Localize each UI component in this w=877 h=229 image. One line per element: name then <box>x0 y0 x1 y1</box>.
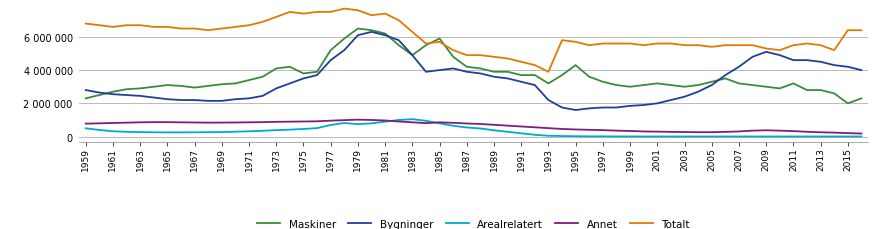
Annet <box>257 121 267 124</box>
Arealrelatert <box>856 136 866 138</box>
Annet <box>829 132 839 134</box>
Annet <box>81 123 91 125</box>
Arealrelatert <box>829 136 839 138</box>
Bygninger <box>271 88 282 90</box>
Arealrelatert <box>638 136 649 138</box>
Maskiner <box>666 84 676 87</box>
Annet <box>666 131 676 134</box>
Arealrelatert <box>407 118 417 121</box>
Bygninger <box>624 105 635 108</box>
Annet <box>611 130 622 132</box>
Maskiner <box>271 68 282 71</box>
Bygninger <box>680 96 690 99</box>
Maskiner <box>611 84 622 87</box>
Annet <box>271 121 282 124</box>
Maskiner <box>747 84 758 87</box>
Bygninger <box>367 31 377 34</box>
Totalt <box>81 23 91 26</box>
Line: Totalt: Totalt <box>86 10 861 72</box>
Maskiner <box>856 98 866 100</box>
Line: Bygninger: Bygninger <box>86 33 861 111</box>
Legend: Maskiner, Bygninger, Arealrelatert, Annet, Totalt: Maskiner, Bygninger, Arealrelatert, Anne… <box>258 219 689 229</box>
Arealrelatert <box>257 130 267 133</box>
Arealrelatert <box>680 136 690 138</box>
Arealrelatert <box>761 136 772 138</box>
Arealrelatert <box>271 129 282 132</box>
Totalt <box>624 43 635 46</box>
Totalt <box>543 71 553 74</box>
Annet <box>353 119 363 122</box>
Bygninger <box>257 95 267 98</box>
Bygninger <box>761 51 772 54</box>
Totalt <box>257 22 267 24</box>
Bygninger <box>81 89 91 92</box>
Maskiner <box>816 89 826 92</box>
Annet <box>747 130 758 132</box>
Totalt <box>829 49 839 52</box>
Annet <box>856 133 866 135</box>
Maskiner <box>257 76 267 79</box>
Totalt <box>271 16 282 19</box>
Maskiner <box>353 28 363 31</box>
Maskiner <box>81 98 91 100</box>
Bygninger <box>570 109 581 112</box>
Totalt <box>761 48 772 51</box>
Line: Arealrelatert: Arealrelatert <box>86 120 861 137</box>
Maskiner <box>843 103 853 105</box>
Totalt <box>339 8 350 11</box>
Bygninger <box>829 64 839 67</box>
Line: Annet: Annet <box>86 120 861 134</box>
Arealrelatert <box>81 127 91 130</box>
Line: Maskiner: Maskiner <box>86 29 861 104</box>
Totalt <box>680 45 690 47</box>
Arealrelatert <box>611 136 622 138</box>
Bygninger <box>856 69 866 72</box>
Totalt <box>856 30 866 33</box>
